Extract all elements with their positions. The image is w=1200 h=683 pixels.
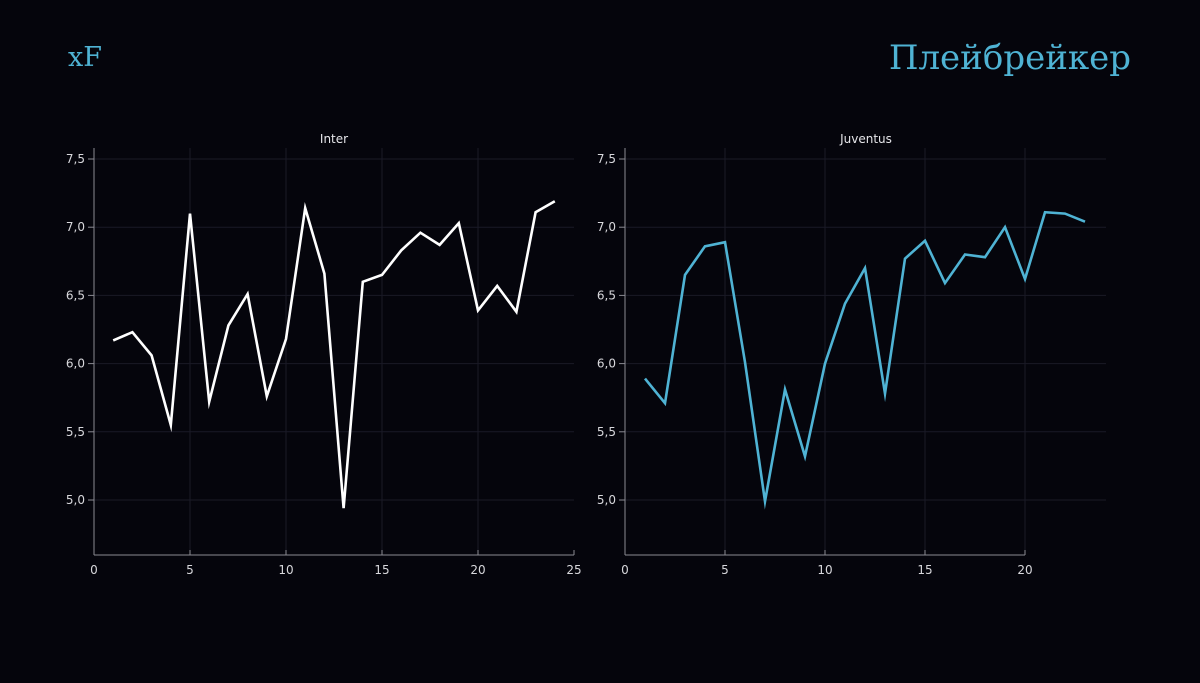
series-line — [112, 200, 556, 509]
data-point — [323, 272, 325, 274]
data-point — [246, 293, 248, 295]
data-point — [458, 222, 460, 224]
data-point — [438, 244, 440, 246]
x-tick-label: 0 — [90, 563, 98, 577]
data-point — [964, 253, 966, 255]
x-tick-label: 0 — [621, 563, 629, 577]
x-tick-label: 20 — [470, 563, 485, 577]
data-point — [744, 361, 746, 363]
data-point — [131, 331, 133, 333]
y-tick-label: 5,0 — [66, 493, 85, 507]
data-point — [704, 245, 706, 247]
data-point — [824, 362, 826, 364]
data-point — [864, 267, 866, 269]
data-point — [515, 311, 517, 313]
data-point — [266, 395, 268, 397]
y-tick-label: 7,5 — [66, 152, 85, 166]
chart-panel-0: 5,0 5,5 6,0 6,5 7,0 7,5 0 5 10 15 20 25 Inter — [66, 132, 582, 577]
y-tick-label: 5,5 — [597, 425, 616, 439]
data-point — [419, 231, 421, 233]
data-point — [764, 500, 766, 502]
x-tick-label: 5 — [721, 563, 729, 577]
data-point — [1044, 211, 1046, 213]
x-tick-label: 15 — [917, 563, 932, 577]
data-point — [884, 392, 886, 394]
data-point — [150, 354, 152, 356]
brand-right-label: Плейбрейкер — [888, 38, 1131, 78]
data-point — [1024, 278, 1026, 280]
data-point — [285, 338, 287, 340]
data-point — [1004, 226, 1006, 228]
chart-panel-1: 5,0 5,5 6,0 6,5 7,0 7,5 0 5 10 15 20 Juventus — [597, 132, 1106, 577]
data-point — [381, 274, 383, 276]
data-point — [984, 256, 986, 258]
data-point — [844, 302, 846, 304]
data-point — [684, 274, 686, 276]
data-point — [644, 377, 646, 379]
y-tick-label: 7,0 — [66, 220, 85, 234]
y-tick-label: 5,0 — [597, 493, 616, 507]
data-point — [362, 281, 364, 283]
data-point — [1064, 212, 1066, 214]
x-tick-label: 25 — [566, 563, 581, 577]
data-point — [304, 207, 306, 209]
y-tick-label: 6,0 — [66, 357, 85, 371]
data-point — [170, 424, 172, 426]
chart-title: Juventus — [839, 132, 892, 146]
y-tick-label: 6,5 — [66, 288, 85, 302]
data-point — [208, 401, 210, 403]
data-point — [944, 282, 946, 284]
y-tick-label: 6,5 — [597, 288, 616, 302]
x-tick-label: 20 — [1017, 563, 1032, 577]
data-point — [924, 240, 926, 242]
data-point — [227, 324, 229, 326]
y-tick-label: 7,0 — [597, 220, 616, 234]
series-line — [643, 210, 1086, 510]
chart-title: Inter — [320, 132, 348, 146]
data-point — [477, 309, 479, 311]
data-point — [400, 249, 402, 251]
data-point — [724, 241, 726, 243]
data-point — [534, 211, 536, 213]
x-tick-label: 10 — [278, 563, 293, 577]
brand-left-label: xF — [68, 42, 102, 73]
y-tick-label: 6,0 — [597, 357, 616, 371]
data-point — [784, 388, 786, 390]
x-tick-label: 5 — [186, 563, 194, 577]
x-tick-label: 15 — [374, 563, 389, 577]
data-point — [496, 285, 498, 287]
data-point — [904, 257, 906, 259]
data-point — [804, 455, 806, 457]
y-tick-label: 7,5 — [597, 152, 616, 166]
y-tick-label: 5,5 — [66, 425, 85, 439]
data-point — [664, 402, 666, 404]
data-point — [554, 200, 556, 202]
x-tick-label: 10 — [817, 563, 832, 577]
data-point — [189, 212, 191, 214]
data-point — [112, 339, 114, 341]
data-point — [1084, 221, 1086, 223]
data-point — [342, 507, 344, 509]
